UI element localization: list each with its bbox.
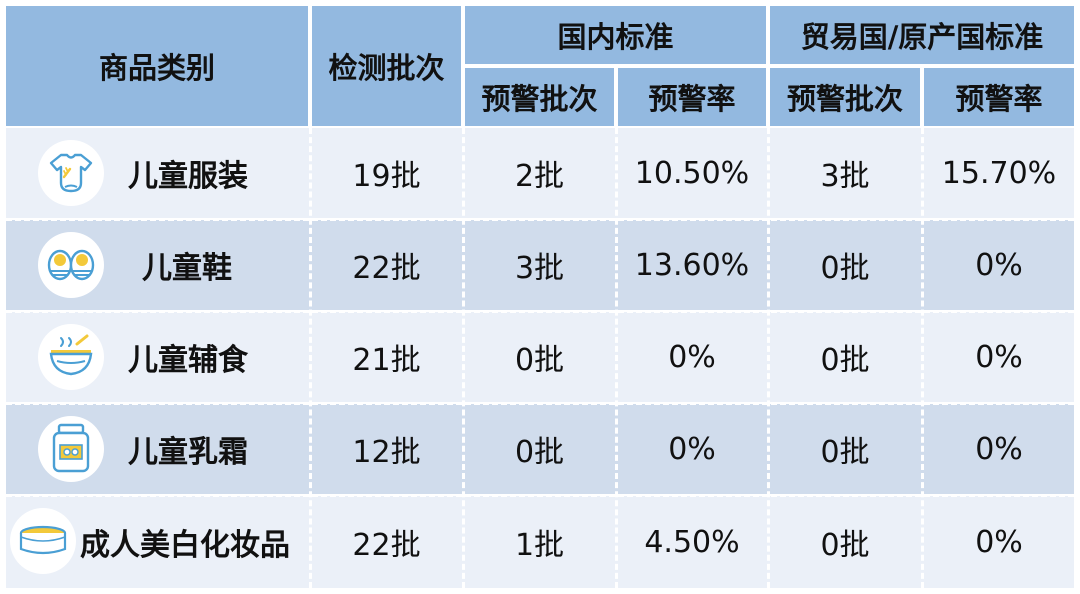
- header-trade-warn-batches: 预警批次: [770, 68, 920, 126]
- header-domestic: 国内标准: [465, 6, 766, 64]
- batches-cell: 12批: [352, 435, 421, 470]
- header-trade: 贸易国/原产国标准: [770, 6, 1074, 64]
- header-trade-warn-rate: 预警率: [924, 68, 1074, 126]
- baby-shoes-icon: [38, 232, 104, 298]
- domestic-warn-batches-cell: 2批: [514, 159, 565, 194]
- domestic-warn-batches-cell: 0批: [514, 435, 565, 470]
- cosmetic-compact-icon: [10, 508, 76, 574]
- trade-warn-batches-cell: 3批: [820, 159, 870, 194]
- batches-cell: 21批: [352, 343, 421, 378]
- table-row: [6, 312, 1074, 402]
- header-category-label: 商品类别: [98, 51, 215, 85]
- trade-warn-rate-cell: 0%: [975, 524, 1023, 560]
- category-label: 儿童辅食: [128, 343, 248, 378]
- table-row: [6, 128, 1074, 218]
- trade-warn-rate-cell: 0%: [975, 247, 1023, 283]
- trade-warn-batches-cell: 0批: [820, 435, 870, 470]
- domestic-warn-rate-cell: 0%: [668, 339, 716, 375]
- header-domestic-warn-rate: 预警率: [618, 68, 766, 126]
- trade-warn-rate-cell: 0%: [975, 431, 1023, 467]
- baby-onesie-icon: [38, 140, 104, 206]
- domestic-warn-rate-cell: 0%: [668, 431, 716, 467]
- header-category: 商品类别: [6, 6, 308, 126]
- domestic-warn-batches-cell: 3批: [514, 251, 565, 286]
- trade-warn-batches-cell: 0批: [820, 343, 870, 378]
- domestic-warn-rate-cell: 13.60%: [634, 247, 750, 283]
- batches-cell: 22批: [352, 528, 421, 563]
- trade-warn-batches-cell: 0批: [820, 251, 870, 286]
- domestic-warn-batches-cell: 0批: [514, 343, 565, 378]
- header-warn-batches-label: 预警批次: [786, 82, 903, 116]
- domestic-warn-batches-cell: 1批: [514, 528, 565, 563]
- header-domestic-warn-batches: 预警批次: [465, 68, 614, 126]
- table-row: [6, 404, 1074, 494]
- domestic-warn-rate-cell: 4.50%: [644, 524, 740, 560]
- trade-warn-rate-cell: 15.70%: [941, 155, 1057, 191]
- food-bowl-icon: [38, 324, 104, 390]
- category-label: 儿童鞋: [142, 251, 232, 286]
- header-warn-rate-label: 预警率: [648, 82, 736, 116]
- batches-cell: 19批: [352, 159, 421, 194]
- header-domestic-label: 国内标准: [557, 20, 674, 54]
- category-label: 成人美白化妆品: [80, 528, 290, 563]
- domestic-warn-rate-cell: 10.50%: [634, 155, 750, 191]
- header-trade-label: 贸易国/原产国标准: [800, 20, 1044, 54]
- trade-warn-rate-cell: 0%: [975, 339, 1023, 375]
- header-batches: 检测批次: [312, 6, 461, 126]
- category-label: 儿童服装: [128, 159, 248, 194]
- trade-warn-batches-cell: 0批: [820, 528, 870, 563]
- cream-jar-icon: [38, 416, 104, 482]
- table-row: [6, 220, 1074, 310]
- header-warn-rate-label: 预警率: [955, 82, 1043, 116]
- header-warn-batches-label: 预警批次: [481, 82, 598, 116]
- batches-cell: 22批: [352, 251, 421, 286]
- header-batches-label: 检测批次: [328, 51, 445, 85]
- category-label: 儿童乳霜: [128, 435, 248, 470]
- table-row: [6, 496, 1074, 588]
